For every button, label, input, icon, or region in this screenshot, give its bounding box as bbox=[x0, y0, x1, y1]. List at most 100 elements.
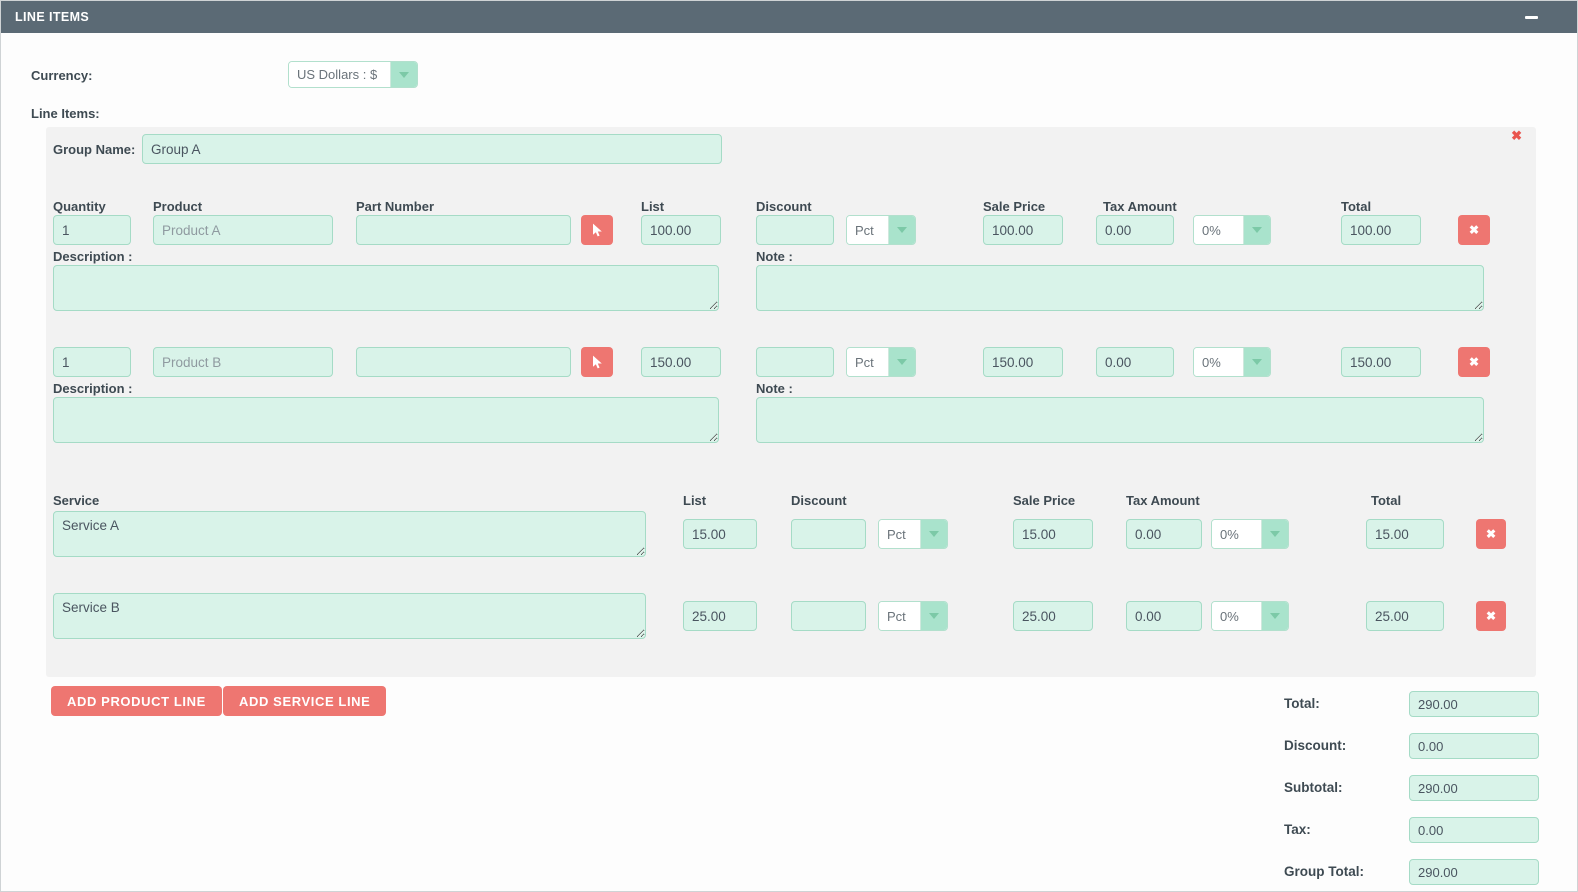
col-service: Service bbox=[53, 493, 100, 508]
delete-line-button[interactable]: ✖ bbox=[1458, 215, 1490, 245]
minimize-button[interactable] bbox=[1521, 9, 1541, 25]
product-row: Pct 0% ✖ bbox=[53, 215, 1529, 245]
col-product: Product bbox=[153, 199, 203, 214]
subtotal-input[interactable] bbox=[1409, 775, 1539, 801]
delete-line-button[interactable]: ✖ bbox=[1476, 519, 1506, 549]
group-name-input[interactable] bbox=[142, 134, 722, 164]
service-name-textarea[interactable]: Service A bbox=[53, 511, 646, 557]
chevron-down-icon bbox=[1244, 216, 1270, 244]
add-product-line-button[interactable]: ADD PRODUCT LINE bbox=[51, 686, 222, 716]
select-product-button[interactable] bbox=[581, 347, 613, 377]
discount-input[interactable] bbox=[791, 519, 866, 549]
product-name-input[interactable] bbox=[153, 215, 333, 245]
discount-type-value: Pct bbox=[879, 602, 921, 630]
discount-type-select[interactable]: Pct bbox=[878, 519, 948, 549]
panel-header: LINE ITEMS bbox=[1, 1, 1577, 33]
discount-type-select[interactable]: Pct bbox=[846, 347, 916, 377]
tax-rate-value: 0% bbox=[1212, 520, 1262, 548]
currency-select[interactable]: US Dollars : $ bbox=[288, 61, 418, 88]
minimize-icon bbox=[1524, 15, 1538, 19]
discount-type-value: Pct bbox=[879, 520, 921, 548]
product-name-input[interactable] bbox=[153, 347, 333, 377]
discount-input[interactable] bbox=[791, 601, 866, 631]
discount-type-select[interactable]: Pct bbox=[846, 215, 916, 245]
discount-input[interactable] bbox=[756, 215, 834, 245]
discount-input[interactable] bbox=[756, 347, 834, 377]
service-header-row: Service List Discount Sale Price Tax Amo… bbox=[53, 493, 1529, 509]
cursor-arrow-icon bbox=[593, 223, 602, 237]
delete-icon: ✖ bbox=[1485, 527, 1497, 541]
sale-price-input[interactable] bbox=[983, 347, 1063, 377]
delete-line-button[interactable]: ✖ bbox=[1458, 347, 1490, 377]
tax-rate-select[interactable]: 0% bbox=[1193, 347, 1271, 377]
service-row: Service A Pct 0% ✖ bbox=[53, 511, 1529, 557]
tax-amount-input[interactable] bbox=[1096, 347, 1174, 377]
line-total-input[interactable] bbox=[1366, 519, 1444, 549]
line-total-input[interactable] bbox=[1341, 347, 1421, 377]
subtotal-label: Subtotal: bbox=[1284, 780, 1343, 795]
tax-amount-input[interactable] bbox=[1096, 215, 1174, 245]
tax-amount-input[interactable] bbox=[1126, 601, 1202, 631]
line-item-group: ✖ Group Name: Quantity Product Part Numb… bbox=[46, 127, 1536, 677]
group-name-label: Group Name: bbox=[53, 142, 136, 157]
tax-amount-input[interactable] bbox=[1126, 519, 1202, 549]
delete-icon: ✖ bbox=[1468, 355, 1480, 369]
description-textarea[interactable] bbox=[53, 397, 719, 443]
remove-group-button[interactable]: ✖ bbox=[1511, 129, 1522, 142]
quantity-input[interactable] bbox=[53, 347, 131, 377]
service-name-textarea[interactable]: Service B bbox=[53, 593, 646, 639]
currency-value: US Dollars : $ bbox=[289, 62, 391, 87]
col-list: List bbox=[641, 199, 665, 214]
part-number-input[interactable] bbox=[356, 347, 571, 377]
tax-rate-select[interactable]: 0% bbox=[1211, 519, 1289, 549]
col-sale-price: Sale Price bbox=[1013, 493, 1076, 508]
total-input[interactable] bbox=[1409, 691, 1539, 717]
quantity-input[interactable] bbox=[53, 215, 131, 245]
col-list: List bbox=[683, 493, 707, 508]
tax-rate-select[interactable]: 0% bbox=[1193, 215, 1271, 245]
service-row: Service B Pct 0% ✖ bbox=[53, 593, 1529, 639]
col-tax-amount: Tax Amount bbox=[1103, 199, 1177, 214]
select-product-button[interactable] bbox=[581, 215, 613, 245]
discount-input[interactable] bbox=[1409, 733, 1539, 759]
chevron-down-icon bbox=[889, 348, 915, 376]
description-label: Description : bbox=[53, 249, 133, 264]
tax-label: Tax: bbox=[1284, 822, 1311, 837]
chevron-down-icon bbox=[1262, 520, 1288, 548]
line-total-input[interactable] bbox=[1366, 601, 1444, 631]
cursor-arrow-icon bbox=[593, 355, 602, 369]
description-textarea[interactable] bbox=[53, 265, 719, 311]
list-price-input[interactable] bbox=[683, 601, 757, 631]
sale-price-input[interactable] bbox=[1013, 519, 1093, 549]
delete-icon: ✖ bbox=[1485, 609, 1497, 623]
col-total: Total bbox=[1341, 199, 1372, 214]
col-sale-price: Sale Price bbox=[983, 199, 1046, 214]
col-part-number: Part Number bbox=[356, 199, 435, 214]
tax-input[interactable] bbox=[1409, 817, 1539, 843]
desc-note-labels: Description : Note : bbox=[53, 249, 1529, 265]
col-tax-amount: Tax Amount bbox=[1126, 493, 1200, 508]
description-label: Description : bbox=[53, 381, 133, 396]
discount-type-value: Pct bbox=[847, 216, 889, 244]
col-total: Total bbox=[1371, 493, 1402, 508]
note-textarea[interactable] bbox=[756, 397, 1484, 443]
discount-type-value: Pct bbox=[847, 348, 889, 376]
list-price-input[interactable] bbox=[641, 347, 721, 377]
panel-title: LINE ITEMS bbox=[15, 10, 90, 24]
tax-rate-select[interactable]: 0% bbox=[1211, 601, 1289, 631]
sale-price-input[interactable] bbox=[1013, 601, 1093, 631]
tax-rate-value: 0% bbox=[1212, 602, 1262, 630]
group-total-input[interactable] bbox=[1409, 859, 1539, 885]
delete-line-button[interactable]: ✖ bbox=[1476, 601, 1506, 631]
list-price-input[interactable] bbox=[683, 519, 757, 549]
list-price-input[interactable] bbox=[641, 215, 721, 245]
col-discount: Discount bbox=[791, 493, 847, 508]
sale-price-input[interactable] bbox=[983, 215, 1063, 245]
note-textarea[interactable] bbox=[756, 265, 1484, 311]
add-service-line-button[interactable]: ADD SERVICE LINE bbox=[223, 686, 387, 716]
line-total-input[interactable] bbox=[1341, 215, 1421, 245]
discount-type-select[interactable]: Pct bbox=[878, 601, 948, 631]
part-number-input[interactable] bbox=[356, 215, 571, 245]
currency-label: Currency: bbox=[31, 68, 93, 83]
